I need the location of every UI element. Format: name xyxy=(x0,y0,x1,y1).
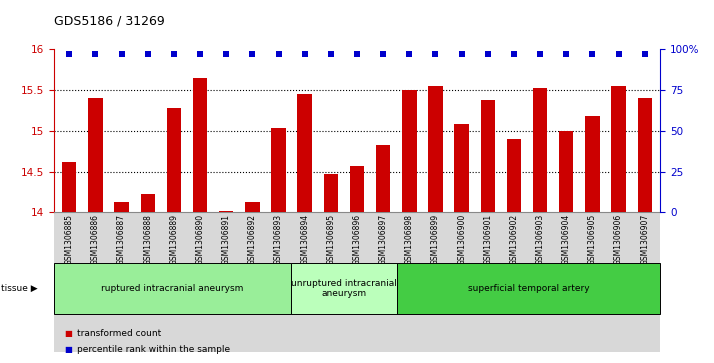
Bar xyxy=(481,99,495,212)
Text: transformed count: transformed count xyxy=(77,329,161,338)
Bar xyxy=(89,98,103,212)
Bar xyxy=(507,139,521,212)
Bar xyxy=(323,174,338,212)
Bar xyxy=(141,193,155,212)
Bar xyxy=(62,162,76,212)
Bar xyxy=(271,128,286,212)
Text: GDS5186 / 31269: GDS5186 / 31269 xyxy=(54,15,164,28)
Bar xyxy=(350,166,364,212)
Bar xyxy=(114,202,129,212)
Text: superficial temporal artery: superficial temporal artery xyxy=(468,284,589,293)
Bar xyxy=(166,108,181,212)
Text: ruptured intracranial aneurysm: ruptured intracranial aneurysm xyxy=(101,284,243,293)
Bar xyxy=(611,86,625,212)
Bar xyxy=(585,116,600,212)
Bar xyxy=(638,98,652,212)
Text: percentile rank within the sample: percentile rank within the sample xyxy=(77,345,230,354)
Bar xyxy=(193,78,207,212)
Text: ■: ■ xyxy=(64,345,72,354)
Text: unruptured intracranial
aneurysm: unruptured intracranial aneurysm xyxy=(291,279,397,298)
Bar xyxy=(533,88,548,212)
Bar xyxy=(376,144,391,212)
Text: ■: ■ xyxy=(64,329,72,338)
Bar xyxy=(298,94,312,212)
Bar xyxy=(454,124,469,212)
Bar xyxy=(245,202,260,212)
Bar xyxy=(428,86,443,212)
Bar xyxy=(402,90,416,212)
Text: tissue ▶: tissue ▶ xyxy=(1,284,38,293)
Bar xyxy=(559,131,573,212)
Bar xyxy=(219,211,233,212)
